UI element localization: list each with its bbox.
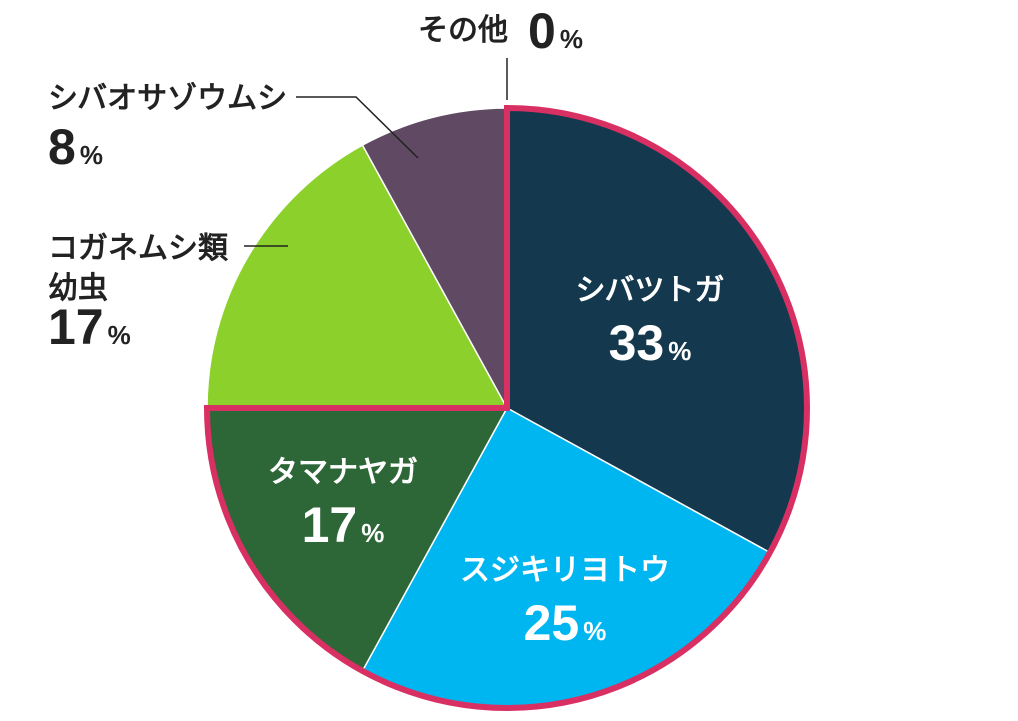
leader-line-5	[296, 96, 419, 159]
slice-label-name: コガネムシ類	[48, 231, 229, 266]
slice-label-value: 0%	[528, 3, 583, 59]
value-number: 17	[302, 497, 358, 553]
value-unit: %	[668, 336, 691, 366]
value-unit: %	[583, 616, 606, 646]
slice-label-3: タマナヤガ 17%	[268, 455, 418, 553]
slice-label-6: その他 0%	[418, 3, 583, 59]
leader-lines	[244, 58, 508, 247]
slice-label-value: 25%	[524, 595, 607, 651]
slice-label-name: タマナヤガ	[268, 455, 418, 490]
value-number: 0	[528, 3, 556, 59]
value-unit: %	[108, 320, 131, 350]
slice-label-1: シバツトガ 33%	[575, 273, 724, 371]
slice-label-2: スジキリヨトウ 25%	[460, 553, 670, 651]
highlight-outline	[203, 104, 810, 711]
value-number: 8	[48, 119, 76, 175]
pie-slice-4	[206, 144, 509, 409]
slice-label-name: スジキリヨトウ	[460, 553, 670, 588]
value-unit: %	[80, 140, 103, 170]
pie-slices	[206, 107, 808, 709]
value-number: 25	[524, 595, 580, 651]
pie-slice-5	[361, 107, 508, 409]
slice-label-value: 33%	[609, 315, 692, 371]
value-number: 33	[609, 315, 665, 371]
value-unit: %	[560, 24, 583, 54]
slice-label-value: 8%	[48, 119, 103, 175]
slice-label-value: 17%	[302, 497, 385, 553]
value-number: 17	[48, 299, 104, 355]
slice-label-name: シバオサゾウムシ	[48, 81, 287, 116]
slice-label-name: シバツトガ	[575, 273, 724, 308]
highlight-border	[203, 104, 810, 711]
value-unit: %	[361, 518, 384, 548]
slice-label-name: その他	[418, 13, 508, 48]
slice-label-value: 17%	[48, 299, 131, 355]
slice-label-name: 幼虫	[48, 271, 108, 306]
